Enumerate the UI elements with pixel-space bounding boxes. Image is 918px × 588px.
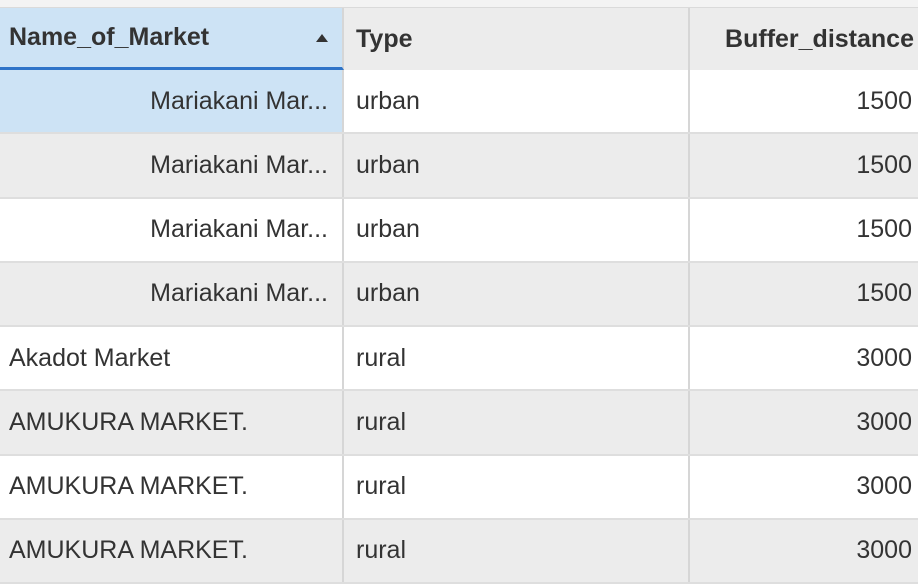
- cell-buffer-distance[interactable]: 1500: [856, 279, 912, 308]
- cell-name-of-market[interactable]: Mariakani Mar...: [0, 70, 344, 133]
- column-header-label: Buffer_distance: [725, 24, 914, 53]
- column-header-name-of-market[interactable]: Name_of_Market: [0, 8, 344, 70]
- cell-type[interactable]: rural: [344, 455, 690, 518]
- cell-type[interactable]: urban: [344, 198, 690, 261]
- column-header-label: Type: [356, 24, 413, 53]
- column-header-buffer-distance[interactable]: Buffer_distance: [690, 8, 918, 70]
- cell-buffer-distance[interactable]: 1500: [856, 86, 912, 115]
- cell-type[interactable]: rural: [344, 519, 690, 582]
- cell-type[interactable]: rural: [344, 327, 690, 390]
- table-row[interactable]: Mariakani Mar... urban 1500: [0, 262, 918, 327]
- cell-buffer-distance[interactable]: 3000: [856, 536, 912, 565]
- table-top-edge: [0, 0, 918, 8]
- cell-buffer-distance[interactable]: 3000: [856, 407, 912, 436]
- cell-type[interactable]: urban: [344, 262, 690, 325]
- table-row[interactable]: Mariakani Mar... urban 1500: [0, 134, 918, 199]
- sort-ascending-icon[interactable]: [316, 34, 328, 42]
- table-row[interactable]: AMUKURA MARKET. rural 3000: [0, 455, 918, 520]
- cell-type[interactable]: rural: [344, 391, 690, 454]
- cell-buffer-distance[interactable]: 3000: [856, 343, 912, 372]
- cell-name-of-market[interactable]: Mariakani Mar...: [0, 198, 344, 261]
- column-header-type[interactable]: Type: [344, 8, 690, 70]
- cell-buffer-distance[interactable]: 1500: [856, 215, 912, 244]
- cell-buffer-distance[interactable]: 3000: [856, 472, 912, 501]
- table-header-row: Name_of_Market Type Buffer_distance: [0, 8, 918, 70]
- cell-type[interactable]: urban: [344, 70, 690, 133]
- cell-name-of-market[interactable]: AMUKURA MARKET.: [0, 455, 344, 518]
- table-body: Mariakani Mar... urban 1500 Mariakani Ma…: [0, 70, 918, 584]
- cell-name-of-market[interactable]: Akadot Market: [0, 327, 344, 390]
- cell-buffer-distance[interactable]: 1500: [856, 150, 912, 179]
- cell-name-of-market[interactable]: AMUKURA MARKET.: [0, 391, 344, 454]
- cell-name-of-market[interactable]: Mariakani Mar...: [0, 262, 344, 325]
- table-row[interactable]: Mariakani Mar... urban 1500: [0, 198, 918, 263]
- table-row[interactable]: Mariakani Mar... urban 1500: [0, 70, 918, 135]
- table-row[interactable]: Akadot Market rural 3000: [0, 327, 918, 392]
- cell-type[interactable]: urban: [344, 134, 690, 197]
- cell-name-of-market[interactable]: Mariakani Mar...: [0, 134, 344, 197]
- table-row[interactable]: AMUKURA MARKET. rural 3000: [0, 391, 918, 456]
- table-row[interactable]: AMUKURA MARKET. rural 3000: [0, 519, 918, 584]
- cell-name-of-market[interactable]: AMUKURA MARKET.: [0, 519, 344, 582]
- column-header-label: Name_of_Market: [9, 23, 210, 51]
